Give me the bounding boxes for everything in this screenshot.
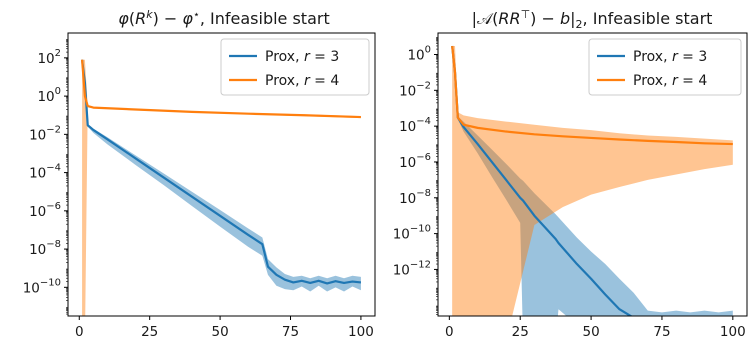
left-legend: Prox, r = 3 Prox, r = 4 (220, 38, 370, 96)
right-chart: 0 25 50 75 10010010−210−410−610−810−1010−12 … (393, 8, 748, 340)
y-tick-label: 10−12 (393, 259, 431, 278)
y-tick-label: 10−6 (399, 152, 431, 171)
series-r4-line (80, 59, 361, 119)
y-tick-label: 10−10 (393, 224, 431, 243)
right-axes: 0 25 50 75 100 100 10−2 10−4 10−6 10−8 10−10 10−12 (393, 32, 748, 340)
y-tick-label: 102 (37, 48, 61, 67)
legend-box (220, 38, 370, 96)
left-chart-title: φ(Rk) − φ⋆, Infeasible start (118, 8, 329, 28)
y-tick-label: 10−8 (399, 188, 431, 207)
y-tick-label: 10−4 (399, 116, 431, 135)
y-tick-label: 10−4 (29, 163, 61, 182)
y-tick-label: 10−8 (29, 239, 61, 258)
x-tick-label: 0 (75, 324, 84, 340)
series-r3-line (451, 45, 633, 316)
legend-label-r4: Prox, r = 4 (633, 73, 707, 89)
y-tick-label: 100 (37, 86, 61, 105)
series-r3-line (80, 59, 362, 285)
x-tick-label: 75 (282, 324, 299, 340)
legend-label-r3: Prox, r = 3 (265, 49, 339, 65)
x-tick-label: 100 (720, 324, 746, 340)
legend-box (588, 38, 742, 96)
y-tick-label: 10−10 (23, 277, 61, 296)
legend-label-r3: Prox, r = 3 (633, 49, 707, 65)
x-tick-label: 100 (348, 324, 374, 340)
right-plot-layer (451, 45, 733, 316)
legend-label-r4: Prox, r = 4 (265, 73, 339, 89)
y-tick-label: 10−6 (29, 201, 61, 220)
right-chart-title: |𝒜(RR⊤) − b|2, Infeasible start (472, 8, 713, 31)
series-r4-band (452, 45, 733, 316)
x-tick-label: 25 (141, 324, 158, 340)
y-tick-label: 10−2 (399, 80, 431, 99)
y-tick-label: 100 (407, 44, 431, 63)
x-tick-label: 75 (653, 324, 670, 340)
x-tick-label: 0 (445, 324, 454, 340)
y-tick-label: 10−2 (29, 124, 61, 143)
x-tick-label: 50 (582, 324, 599, 340)
right-legend: Prox, r = 3 Prox, r = 4 (588, 38, 742, 96)
series-r4-line (451, 45, 733, 146)
left-plot-layer (80, 59, 362, 316)
x-tick-label: 25 (512, 324, 529, 340)
left-axes: 0 25 50 75 100 102 100 10−2 10−4 10−6 10−8 10−10 (23, 32, 376, 340)
x-tick-label: 50 (211, 324, 228, 340)
left-chart: 0 25 50 75 100 102 100 10−2 10−4 10−6 10−8 10−10 φ(… (23, 8, 376, 340)
series-r3-band (452, 45, 733, 316)
